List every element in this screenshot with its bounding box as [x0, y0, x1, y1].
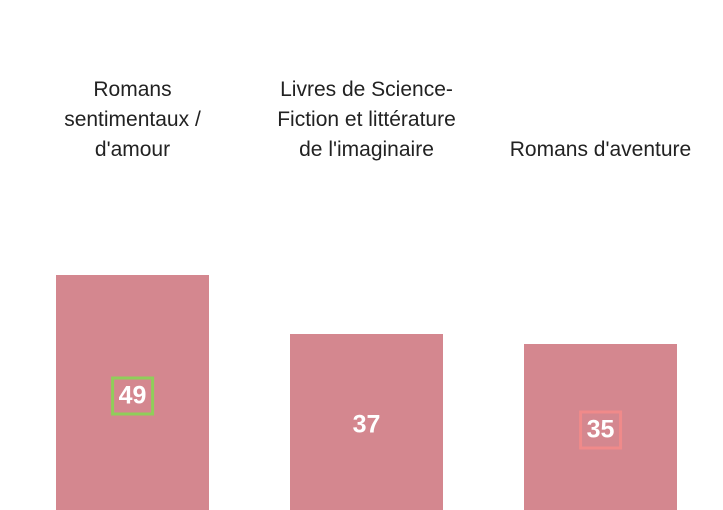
category-label: Livres de Science-Fiction et littérature… [277, 78, 456, 161]
bar [290, 334, 443, 510]
value-label: 49 [110, 376, 155, 416]
category-label: Romans d'aventure [509, 138, 692, 161]
bar [56, 275, 209, 510]
value-label: 37 [352, 410, 381, 439]
bar [524, 343, 677, 510]
value-label: 35 [578, 410, 623, 450]
category-label: Romans sentimentaux / d'amour [64, 78, 201, 161]
